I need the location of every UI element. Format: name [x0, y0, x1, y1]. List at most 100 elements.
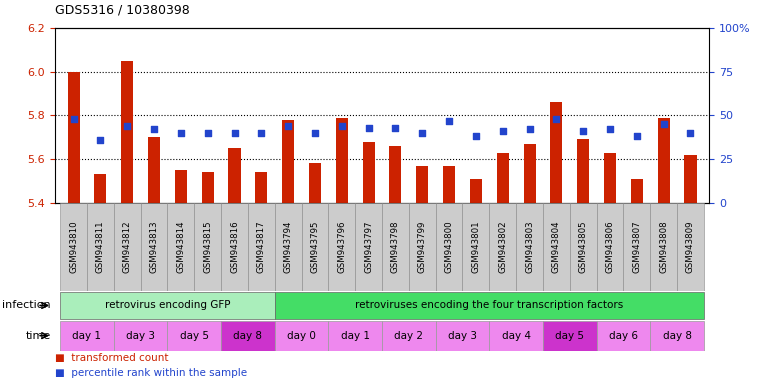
Point: [255, 130, 267, 136]
Point: [684, 130, 696, 136]
Bar: [255, 172, 267, 203]
Bar: [409, 203, 435, 291]
Text: GSM943804: GSM943804: [552, 220, 561, 273]
Text: GSM943797: GSM943797: [364, 221, 373, 273]
Bar: [228, 148, 240, 203]
Bar: [443, 166, 455, 203]
Bar: [604, 152, 616, 203]
Text: day 2: day 2: [394, 331, 423, 341]
Text: GSM943812: GSM943812: [123, 220, 132, 273]
Bar: [121, 61, 133, 203]
Bar: [684, 155, 696, 203]
Point: [658, 121, 670, 127]
Text: retrovirus encoding GFP: retrovirus encoding GFP: [105, 300, 230, 311]
Text: GSM943808: GSM943808: [659, 220, 668, 273]
Bar: [524, 144, 536, 203]
Bar: [329, 203, 355, 291]
Bar: [114, 203, 141, 291]
Bar: [362, 142, 374, 203]
Point: [94, 137, 107, 143]
Point: [148, 126, 160, 132]
Bar: [202, 172, 214, 203]
Bar: [390, 146, 402, 203]
Text: GSM943810: GSM943810: [69, 220, 78, 273]
Text: GSM943806: GSM943806: [606, 220, 615, 273]
Text: GSM943794: GSM943794: [284, 221, 293, 273]
Text: GSM943813: GSM943813: [149, 220, 158, 273]
Point: [524, 126, 536, 132]
Bar: [221, 321, 275, 351]
Bar: [631, 179, 643, 203]
Bar: [60, 203, 87, 291]
Bar: [194, 203, 221, 291]
Point: [68, 116, 80, 122]
Point: [282, 123, 295, 129]
Text: GSM943807: GSM943807: [632, 220, 642, 273]
Text: GDS5316 / 10380398: GDS5316 / 10380398: [55, 3, 189, 17]
Text: retroviruses encoding the four transcription factors: retroviruses encoding the four transcrip…: [355, 300, 623, 311]
Bar: [650, 203, 677, 291]
Point: [228, 130, 240, 136]
Bar: [275, 203, 301, 291]
Text: day 0: day 0: [287, 331, 316, 341]
Point: [202, 130, 214, 136]
Point: [336, 123, 348, 129]
Text: GSM943801: GSM943801: [471, 220, 480, 273]
Bar: [463, 203, 489, 291]
Bar: [275, 292, 704, 319]
Bar: [309, 164, 321, 203]
Bar: [336, 118, 348, 203]
Text: ■  transformed count: ■ transformed count: [55, 353, 168, 363]
Text: GSM943811: GSM943811: [96, 220, 105, 273]
Bar: [516, 203, 543, 291]
Bar: [68, 72, 80, 203]
Bar: [550, 102, 562, 203]
Bar: [94, 174, 107, 203]
Text: day 8: day 8: [663, 331, 692, 341]
Point: [631, 133, 643, 139]
Bar: [577, 139, 589, 203]
Text: day 1: day 1: [341, 331, 370, 341]
Point: [497, 128, 509, 134]
Text: day 6: day 6: [609, 331, 638, 341]
Bar: [650, 321, 704, 351]
Point: [309, 130, 321, 136]
Text: day 3: day 3: [126, 331, 155, 341]
Point: [121, 123, 133, 129]
Bar: [543, 203, 570, 291]
Bar: [167, 203, 194, 291]
Point: [390, 124, 402, 131]
Bar: [355, 203, 382, 291]
Text: GSM943795: GSM943795: [310, 221, 320, 273]
Bar: [87, 203, 114, 291]
Bar: [623, 203, 650, 291]
Bar: [497, 152, 509, 203]
Bar: [597, 321, 650, 351]
Bar: [282, 120, 295, 203]
Text: GSM943800: GSM943800: [444, 220, 454, 273]
Point: [443, 118, 455, 124]
Text: infection: infection: [2, 300, 51, 311]
Text: GSM943799: GSM943799: [418, 221, 427, 273]
Text: day 4: day 4: [501, 331, 530, 341]
Bar: [141, 203, 167, 291]
Bar: [470, 179, 482, 203]
Bar: [275, 321, 329, 351]
Bar: [416, 166, 428, 203]
Bar: [248, 203, 275, 291]
Bar: [60, 321, 114, 351]
Text: day 3: day 3: [448, 331, 477, 341]
Bar: [435, 203, 463, 291]
Bar: [489, 203, 516, 291]
Text: GSM943814: GSM943814: [177, 220, 186, 273]
Bar: [221, 203, 248, 291]
Bar: [658, 118, 670, 203]
Bar: [570, 203, 597, 291]
Point: [175, 130, 187, 136]
Text: GSM943817: GSM943817: [256, 220, 266, 273]
Bar: [60, 292, 275, 319]
Text: GSM943796: GSM943796: [337, 221, 346, 273]
Text: GSM943815: GSM943815: [203, 220, 212, 273]
Bar: [489, 321, 543, 351]
Text: day 1: day 1: [72, 331, 101, 341]
